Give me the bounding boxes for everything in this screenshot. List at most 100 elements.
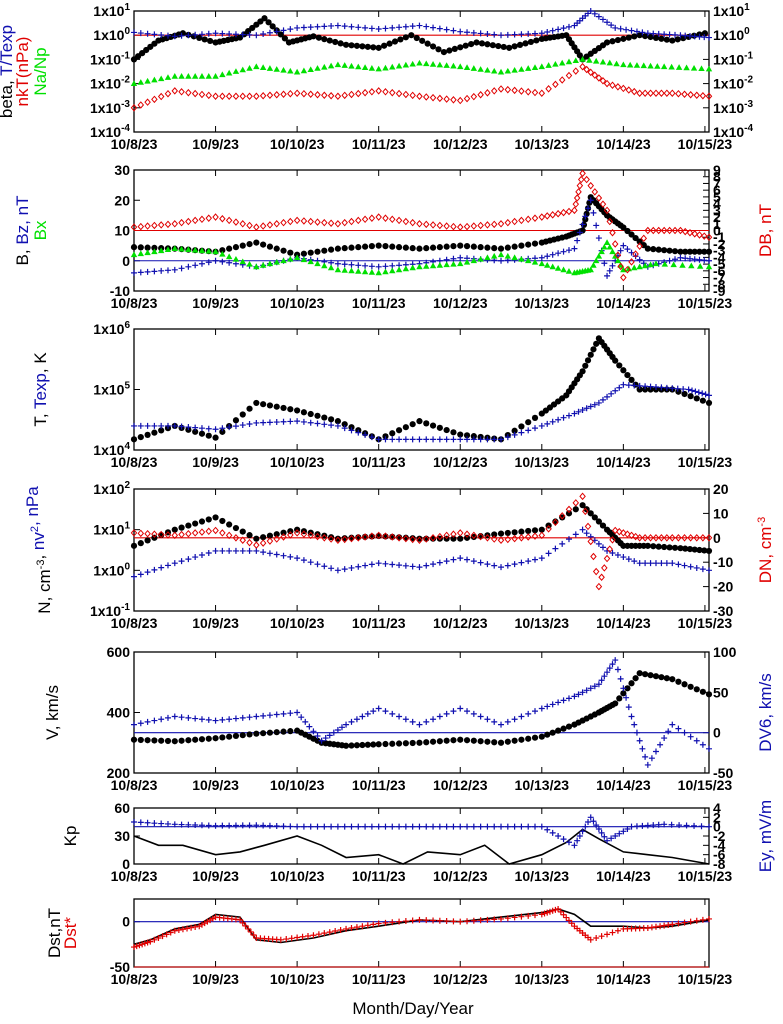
data-point bbox=[699, 688, 706, 695]
data-point bbox=[572, 506, 579, 513]
data-point bbox=[582, 216, 589, 223]
data-point bbox=[585, 10, 592, 17]
data-point bbox=[680, 386, 687, 393]
data-point bbox=[683, 64, 690, 71]
data-point bbox=[375, 26, 382, 33]
data-point bbox=[559, 540, 566, 547]
panel-kp-ey: 10/8/23 10/9/23 10/10/23 10/11/23 10/12/23 10… bbox=[61, 800, 775, 884]
data-point bbox=[321, 421, 328, 428]
data-point bbox=[144, 718, 151, 725]
data-point bbox=[616, 384, 623, 391]
data-point bbox=[631, 382, 638, 389]
y-axis-label-part: N, cm bbox=[35, 569, 54, 613]
data-point bbox=[552, 80, 559, 89]
data-point bbox=[663, 534, 671, 542]
data-point bbox=[669, 921, 676, 928]
data-point bbox=[192, 262, 199, 269]
data-point bbox=[524, 215, 532, 224]
series-black bbox=[133, 828, 710, 865]
data-point bbox=[266, 243, 274, 250]
data-point bbox=[389, 24, 396, 31]
data-point bbox=[628, 258, 635, 266]
data-point bbox=[409, 245, 416, 252]
x-tick-label: 10/8/23 bbox=[111, 777, 158, 793]
data-point bbox=[617, 247, 624, 254]
data-point bbox=[304, 933, 311, 940]
data-point bbox=[639, 822, 646, 829]
data-point bbox=[341, 566, 348, 573]
data-point bbox=[571, 410, 578, 417]
data-point bbox=[137, 222, 145, 231]
data-point bbox=[246, 532, 253, 539]
data-point bbox=[644, 822, 651, 829]
data-point bbox=[661, 821, 668, 828]
data-point bbox=[491, 739, 498, 746]
data-point bbox=[583, 65, 590, 74]
data-point bbox=[470, 257, 478, 264]
data-point bbox=[601, 209, 608, 216]
data-point bbox=[500, 43, 507, 51]
data-point bbox=[490, 87, 498, 95]
data-point bbox=[144, 222, 151, 230]
data-point bbox=[456, 96, 464, 105]
data-point bbox=[273, 822, 280, 829]
data-point bbox=[603, 554, 611, 563]
data-point bbox=[687, 683, 694, 690]
data-point bbox=[632, 234, 639, 242]
data-point bbox=[396, 24, 403, 31]
data-point bbox=[368, 25, 375, 32]
data-point bbox=[396, 823, 403, 830]
data-point bbox=[185, 246, 192, 253]
data-point bbox=[565, 207, 573, 216]
data-point bbox=[273, 551, 280, 558]
y-tick-label: 1x101 bbox=[93, 521, 130, 538]
data-point bbox=[687, 733, 694, 740]
data-point bbox=[370, 921, 377, 928]
data-point bbox=[314, 561, 321, 568]
data-point bbox=[334, 220, 342, 228]
data-point bbox=[198, 552, 205, 559]
data-point bbox=[307, 90, 314, 99]
data-point bbox=[381, 42, 388, 49]
data-point bbox=[616, 695, 623, 702]
data-point bbox=[330, 729, 337, 736]
data-point bbox=[652, 923, 659, 930]
data-point bbox=[625, 382, 632, 389]
data-point bbox=[299, 933, 306, 940]
data-point bbox=[409, 535, 416, 544]
y-axis-label-part: T, bbox=[31, 409, 50, 427]
data-point bbox=[389, 533, 396, 541]
data-point bbox=[382, 25, 389, 32]
x-axis-title: Month/Day/Year bbox=[352, 999, 474, 1018]
data-point bbox=[606, 545, 614, 553]
data-point bbox=[538, 213, 546, 221]
data-point bbox=[280, 404, 287, 412]
x-tick-label: 10/14/23 bbox=[596, 971, 651, 987]
data-point bbox=[151, 737, 158, 744]
data-point bbox=[661, 543, 668, 551]
data-point bbox=[477, 244, 484, 251]
data-point bbox=[691, 230, 698, 238]
data-point bbox=[650, 226, 657, 235]
data-point bbox=[687, 534, 694, 542]
data-point bbox=[205, 214, 213, 222]
data-point bbox=[239, 411, 246, 418]
data-point bbox=[424, 40, 431, 47]
data-point bbox=[395, 740, 403, 747]
y-tick-label: 1x101 bbox=[93, 2, 130, 19]
series-green bbox=[130, 56, 713, 86]
data-point bbox=[464, 556, 471, 563]
y-tick-label: 1x105 bbox=[93, 381, 130, 398]
y-right-tick-label: 9 bbox=[713, 162, 721, 178]
data-point bbox=[436, 713, 443, 720]
data-point bbox=[440, 49, 448, 56]
data-point bbox=[450, 918, 457, 925]
data-point bbox=[652, 748, 659, 755]
data-point bbox=[158, 820, 165, 827]
data-point bbox=[355, 262, 362, 269]
data-point bbox=[370, 741, 377, 748]
y-right-tick-label: 8 bbox=[713, 169, 721, 185]
data-point bbox=[652, 383, 659, 390]
data-point bbox=[334, 61, 342, 68]
data-point bbox=[355, 429, 362, 436]
